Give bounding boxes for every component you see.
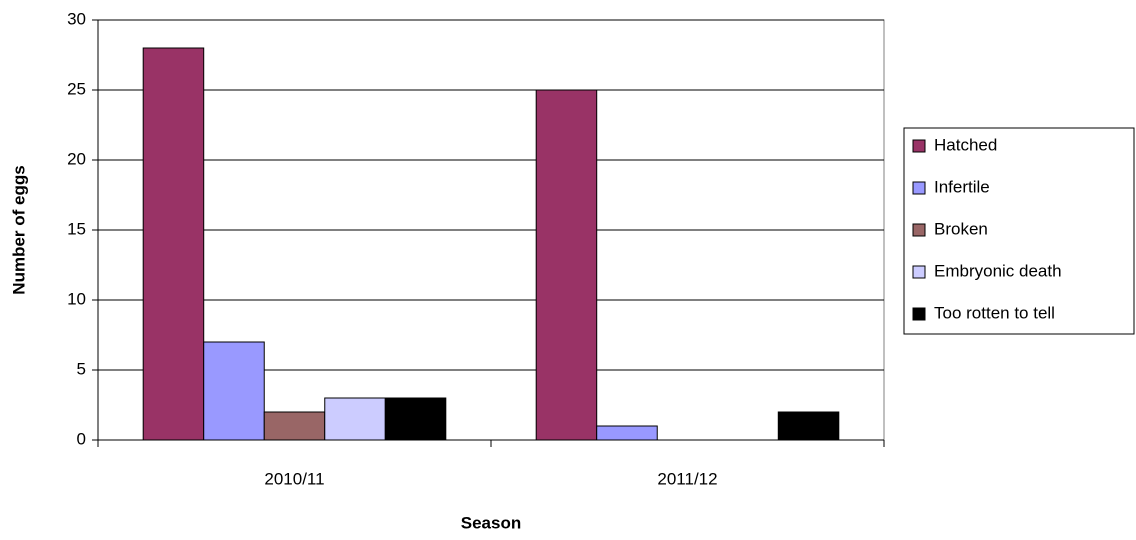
- y-tick-label: 15: [67, 219, 86, 238]
- bar: [263, 411, 326, 441]
- y-tick-label: 10: [67, 289, 86, 308]
- bar: [324, 397, 386, 441]
- y-tick-label: 25: [67, 79, 86, 98]
- bar: [203, 341, 265, 441]
- legend-label: Too rotten to tell: [934, 303, 1055, 322]
- legend-swatch: [912, 181, 926, 195]
- x-axis-label: Season: [461, 513, 521, 532]
- bar: [777, 411, 840, 441]
- bar: [142, 47, 205, 441]
- bar: [596, 425, 658, 441]
- y-tick-label: 20: [67, 149, 86, 168]
- legend-swatch: [912, 265, 926, 279]
- x-tick-label: 2010/11: [264, 469, 324, 488]
- legend-swatch: [912, 139, 926, 153]
- legend-label: Hatched: [934, 135, 997, 154]
- y-axis-label: Number of eggs: [9, 165, 28, 294]
- y-tick-label: 30: [67, 9, 86, 28]
- y-tick-label: 5: [77, 359, 86, 378]
- legend-label: Infertile: [934, 177, 990, 196]
- legend-swatch: [912, 223, 926, 237]
- bar: [384, 397, 447, 441]
- legend-swatch: [912, 307, 926, 321]
- bar: [535, 89, 598, 441]
- y-tick-label: 0: [77, 429, 86, 448]
- legend: [903, 127, 1135, 335]
- legend-label: Broken: [934, 219, 988, 238]
- x-tick-label: 2011/12: [657, 469, 717, 488]
- legend-label: Embryonic death: [934, 261, 1062, 280]
